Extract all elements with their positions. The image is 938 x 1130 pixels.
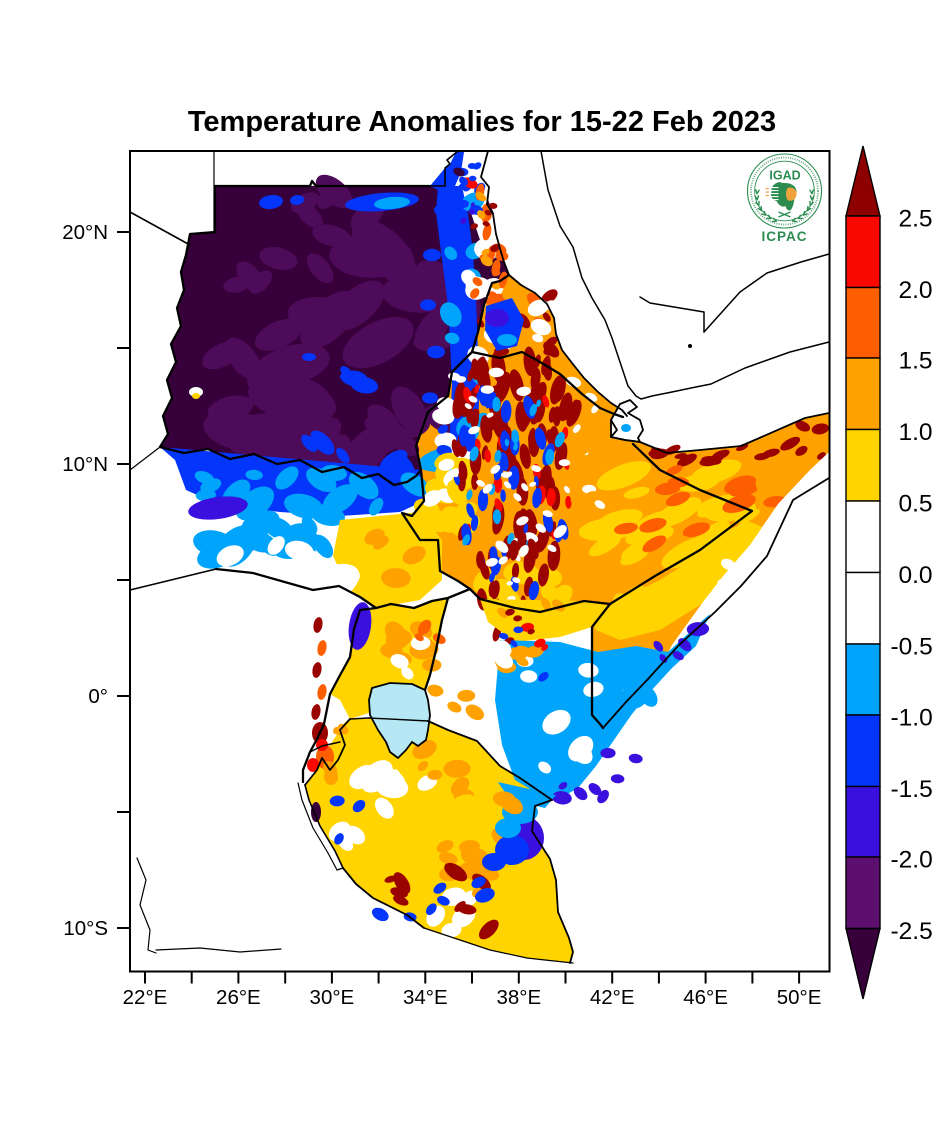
svg-text:20°N: 20°N bbox=[62, 221, 108, 244]
svg-text:-1.5: -1.5 bbox=[891, 776, 933, 803]
svg-text:34°E: 34°E bbox=[403, 986, 448, 1009]
svg-text:26°E: 26°E bbox=[216, 986, 261, 1009]
svg-text:10°S: 10°S bbox=[63, 917, 108, 940]
svg-text:2.0: 2.0 bbox=[899, 277, 933, 304]
svg-text:Temperature Anomalies for 15-2: Temperature Anomalies for 15-22 Feb 2023 bbox=[188, 106, 776, 138]
svg-text:-0.5: -0.5 bbox=[891, 634, 933, 661]
svg-text:2.5: 2.5 bbox=[899, 206, 933, 233]
svg-text:-2.0: -2.0 bbox=[891, 847, 933, 874]
svg-text:1.5: 1.5 bbox=[899, 348, 933, 375]
svg-text:0.5: 0.5 bbox=[899, 491, 933, 518]
svg-text:38°E: 38°E bbox=[496, 986, 541, 1009]
svg-text:10°N: 10°N bbox=[62, 453, 108, 476]
svg-text:46°E: 46°E bbox=[683, 986, 728, 1009]
svg-text:42°E: 42°E bbox=[590, 986, 635, 1009]
svg-text:0.0: 0.0 bbox=[899, 562, 933, 589]
svg-text:-2.5: -2.5 bbox=[891, 918, 933, 945]
svg-text:1.0: 1.0 bbox=[899, 419, 933, 446]
svg-text:30°E: 30°E bbox=[310, 986, 355, 1009]
svg-text:50°E: 50°E bbox=[777, 986, 822, 1009]
svg-text:22°E: 22°E bbox=[123, 986, 168, 1009]
svg-text:IGAD: IGAD bbox=[769, 169, 800, 183]
svg-text:-1.0: -1.0 bbox=[891, 705, 933, 732]
svg-text:ICPAC: ICPAC bbox=[761, 229, 807, 244]
svg-text:0°: 0° bbox=[88, 685, 108, 708]
